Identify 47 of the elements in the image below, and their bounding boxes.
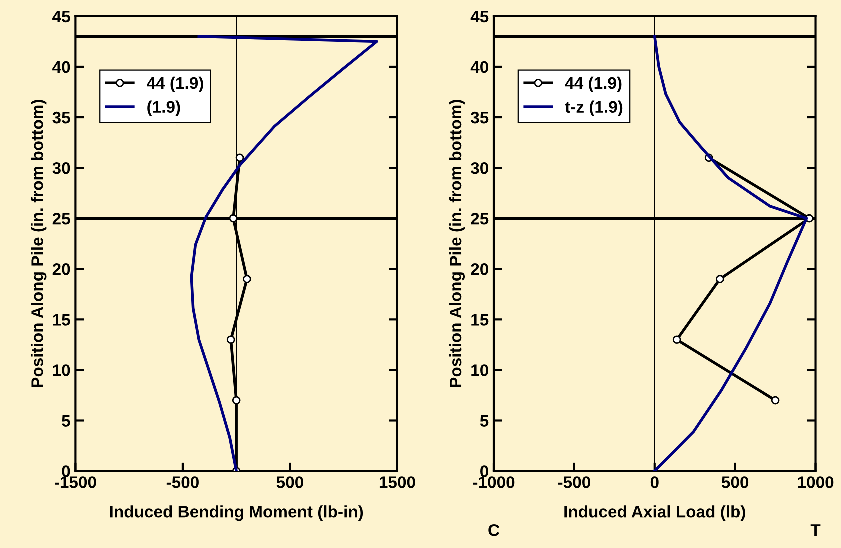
y-tick-label: 25 — [52, 212, 70, 225]
y-tick-label: 40 — [52, 61, 70, 74]
y-tick-label: 35 — [470, 112, 489, 124]
legend-label: t-z (1.9) — [565, 100, 623, 116]
y-tick-label: 20 — [52, 264, 70, 276]
point — [226, 336, 236, 344]
legend-label: (1.9) — [148, 100, 180, 116]
y-tick-label: 5 — [62, 415, 70, 427]
x-tick-label: -1000 — [473, 476, 515, 488]
x-tick-label: 1500 — [380, 476, 416, 488]
point — [672, 336, 682, 344]
x-tick-label: 0 — [650, 476, 659, 488]
y-tick-label: 25 — [471, 212, 489, 225]
y-tick-label: 30 — [470, 162, 488, 174]
point — [771, 396, 780, 405]
y-tick-label: 35 — [52, 112, 70, 124]
text: C — [488, 524, 500, 536]
y-tick-label: 5 — [480, 415, 489, 427]
x-tick-label: -500 — [558, 476, 590, 488]
x-tick-label: 1000 — [798, 476, 834, 488]
legend-label: 44 (1.9) — [565, 76, 622, 92]
y-axis-title: Position Along Pile (in. from bottom) — [449, 100, 466, 388]
y-tick-label: 45 — [52, 11, 70, 23]
point — [232, 396, 241, 405]
x-axis-title: Induced Bending Moment (lb-in) — [110, 506, 364, 522]
y-tick-label: 15 — [472, 314, 489, 326]
legend-label: 44 (1.9) — [147, 76, 204, 92]
y-tick-label: 15 — [53, 314, 70, 326]
x-tick-label: -1500 — [55, 476, 96, 488]
y-axis-title: Position Along Pile (in. from bottom) — [31, 100, 47, 388]
y-tick-label: 40 — [470, 61, 488, 74]
y-tick-label: 10 — [53, 364, 70, 376]
point — [716, 275, 724, 284]
y-tick-label: 20 — [471, 264, 488, 276]
point — [236, 154, 244, 162]
y-tick-label: 0 — [62, 466, 70, 478]
x-tick-label: 500 — [276, 476, 304, 488]
x-tick-label: -500 — [166, 476, 199, 488]
y-tick-label: 45 — [470, 11, 489, 23]
point — [229, 214, 238, 223]
text: T — [810, 524, 821, 536]
y-tick-label: 0 — [480, 466, 488, 478]
y-tick-label: 10 — [472, 364, 488, 376]
x-tick-label: 500 — [722, 476, 749, 488]
point — [243, 275, 252, 284]
x-axis-title: Induced Axial Load (lb) — [564, 506, 746, 522]
y-tick-label: 30 — [52, 162, 70, 174]
